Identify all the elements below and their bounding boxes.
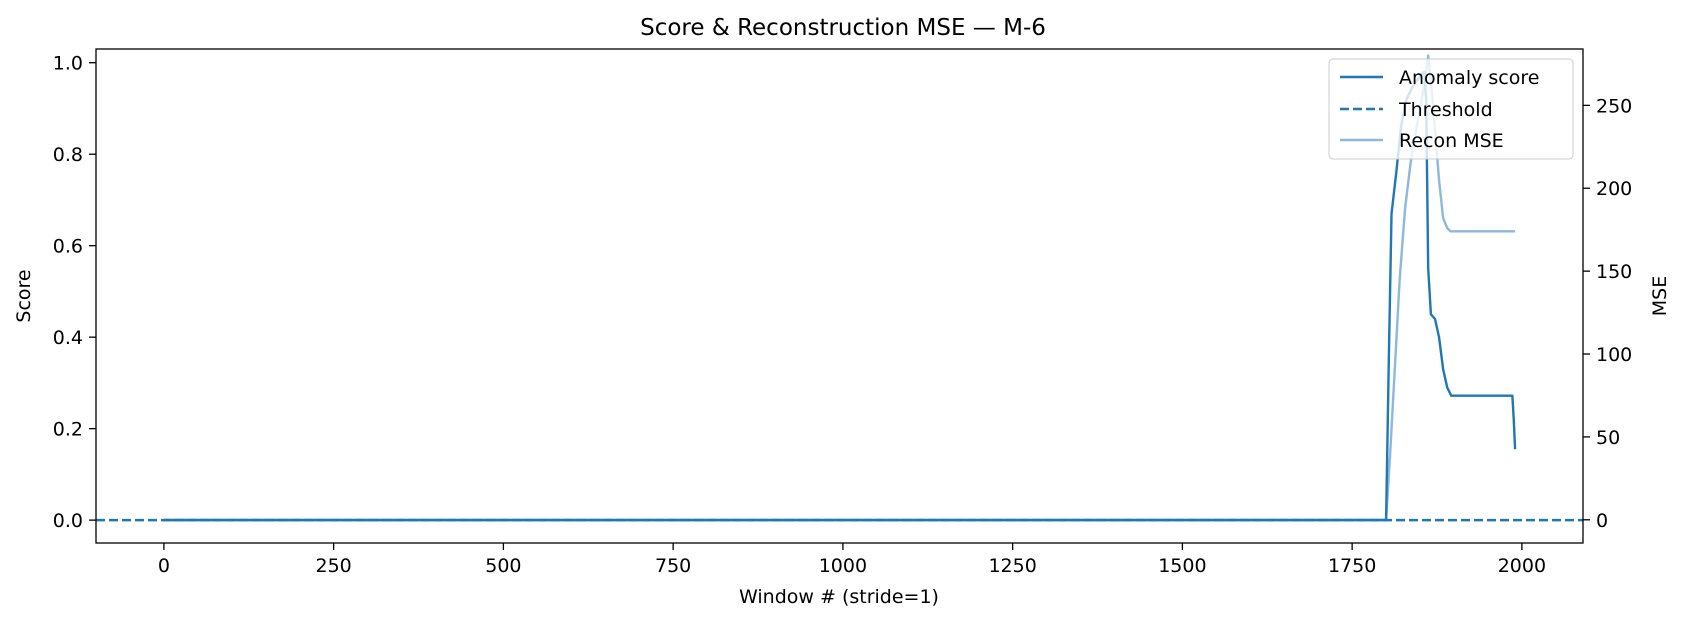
- y2-tick-label: 50: [1596, 427, 1620, 449]
- y-tick-label: 1.0: [53, 53, 83, 75]
- legend-label-threshold: Threshold: [1398, 99, 1493, 121]
- y-tick-label: 0.4: [53, 327, 83, 349]
- legend-box: [1328, 58, 1574, 160]
- x-tick-label: 0: [158, 555, 170, 577]
- y2-axis-title: MSE: [1649, 276, 1671, 316]
- x-tick-label: 250: [316, 555, 352, 577]
- y-tick-label: 0.8: [53, 144, 83, 166]
- x-tick-label: 500: [485, 555, 521, 577]
- plot-frame: [95, 48, 1584, 544]
- x-tick-label: 750: [655, 555, 691, 577]
- legend-label-anomaly-score: Anomaly score: [1399, 67, 1539, 89]
- x-axis-title: Window # (stride=1): [739, 586, 939, 608]
- y-axis-title: Score: [13, 269, 35, 322]
- y-tick-label: 0.2: [53, 419, 83, 441]
- x-tick-label: 2000: [1498, 555, 1546, 577]
- series-anomaly-score-line: [163, 70, 1517, 522]
- x-tick-label: 1750: [1328, 555, 1376, 577]
- legend: Anomaly score Threshold Recon MSE: [1328, 58, 1574, 160]
- y-tick-label: 0.6: [53, 236, 83, 258]
- x-tick-label: 1500: [1158, 555, 1206, 577]
- x-tick-label: 1250: [988, 555, 1036, 577]
- y2-tick-label: 150: [1596, 261, 1632, 283]
- y2-tick-label: 200: [1596, 178, 1632, 200]
- y2-tick-label: 100: [1596, 344, 1632, 366]
- x-tick-label: 1000: [819, 555, 867, 577]
- legend-label-recon-mse: Recon MSE: [1399, 130, 1504, 152]
- y2-tick-label: 0: [1596, 510, 1608, 532]
- y2-tick-label: 250: [1596, 95, 1632, 117]
- y-tick-label: 0.0: [53, 510, 83, 532]
- chart-title: Score & Reconstruction MSE — M-6: [640, 15, 1046, 41]
